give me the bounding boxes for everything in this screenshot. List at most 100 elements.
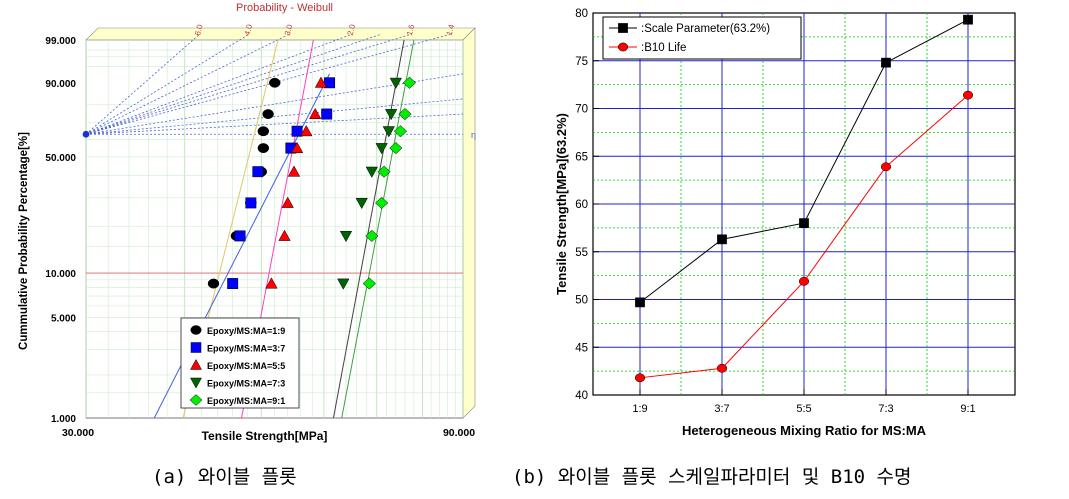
legend-marker <box>190 358 202 370</box>
y-tick-label: 50 <box>575 295 588 307</box>
data-point <box>402 76 417 89</box>
series-2 <box>227 77 335 290</box>
data-point <box>300 124 313 137</box>
data-point <box>389 77 402 89</box>
y-tick-label: 60 <box>575 199 588 211</box>
legend-marker <box>190 342 202 353</box>
top-scale-label: 1.4 <box>445 23 457 37</box>
data-point <box>634 373 646 383</box>
data-point <box>291 125 303 137</box>
y-tick-label: 45 <box>575 342 588 354</box>
x-tick-label: 5:5 <box>796 403 811 415</box>
series-3 <box>265 76 328 289</box>
y-axis-label: Cummulative Probability Percentage[%] <box>18 132 30 350</box>
x-tick-label: 1:9 <box>632 403 647 415</box>
top-scale-label: 4.0 <box>243 23 255 37</box>
data-point <box>880 162 892 172</box>
data-point <box>269 77 281 88</box>
top-scale-label: 1.6 <box>405 23 417 37</box>
series-5 <box>362 76 417 290</box>
y-tick-label: 70 <box>575 104 588 116</box>
fit-line <box>332 39 405 419</box>
data-point <box>234 230 246 242</box>
grid <box>593 13 1015 395</box>
data-point <box>257 143 270 154</box>
shape-guide-line <box>85 33 382 135</box>
data-point <box>962 90 974 100</box>
top-scale-label: 3.0 <box>283 23 295 37</box>
data-point <box>365 166 378 178</box>
data-point <box>337 278 350 290</box>
x-axis-label: Tensile Strength[MPa] <box>202 429 328 443</box>
right-panel <box>462 27 476 419</box>
legend: :Scale Parameter(63.2%) :B10 Life <box>602 16 802 60</box>
data-point <box>635 297 645 308</box>
legend-label: :B10 Life <box>641 42 686 54</box>
legend-label: Epoxy/MS:MA=3:7 <box>207 344 285 354</box>
y-tick-label: 90.000 <box>45 79 76 90</box>
caption-b: (b) 와이블 플롯 스케일파라미터 및 B10 수명 <box>512 466 912 488</box>
data-point <box>375 143 388 155</box>
data-point <box>227 278 239 290</box>
data-point <box>321 108 333 120</box>
y-tick-label: 99.000 <box>45 36 76 47</box>
eta-label: η <box>471 130 476 140</box>
x-tick-label: 90.000 <box>443 427 475 439</box>
legend-box <box>602 16 802 60</box>
shape-guide-line <box>85 113 464 135</box>
series-1 <box>635 14 973 308</box>
data-point <box>252 166 264 178</box>
y-tick-label: 80 <box>575 8 588 20</box>
data-point <box>377 165 391 178</box>
legend-label: :Scale Parameter(63.2%) <box>641 23 770 35</box>
data-point <box>375 196 389 209</box>
y-tick-label: 1.000 <box>51 414 76 425</box>
data-point <box>393 125 408 138</box>
top-scale-label: 2.0 <box>346 23 358 37</box>
caption-a: (a) 와이블 플롯 <box>152 466 297 488</box>
legend-box <box>180 317 300 409</box>
y-tick-label: 10.000 <box>45 269 76 280</box>
y-tick-label: 75 <box>575 56 588 68</box>
y-tick-label: 5.000 <box>51 313 76 324</box>
x-axis-label: Heterogeneous Mixing Ratio for MS:MA <box>682 423 927 438</box>
x-tick-label: 9:1 <box>960 403 975 415</box>
data-point <box>398 108 412 121</box>
shape-guide-line <box>85 98 464 135</box>
data-point <box>716 363 728 373</box>
data-point <box>355 197 368 210</box>
shape-guide-line <box>85 33 452 135</box>
legend-label: Epoxy/MS:MA=5:5 <box>207 361 285 371</box>
chart-title: Probability - Weibull <box>236 2 333 14</box>
data-point <box>362 277 376 290</box>
data-point <box>881 57 891 68</box>
fit-line <box>341 39 415 419</box>
x-tick-label: 30.000 <box>62 427 94 439</box>
data-point <box>245 197 257 209</box>
y-tick-label: 65 <box>575 151 588 163</box>
shape-guide-line <box>85 33 290 135</box>
data-point <box>385 109 398 121</box>
legend-marker <box>618 23 628 33</box>
data-point <box>314 76 328 88</box>
data-point <box>339 230 353 243</box>
data-point <box>382 126 395 138</box>
data-point <box>717 234 727 245</box>
shape-guide-line <box>85 33 201 135</box>
data-point <box>365 229 379 242</box>
data-point <box>963 14 973 25</box>
data-point <box>287 165 301 177</box>
legend: Epoxy/MS:MA=1:9 Epoxy/MS:MA=3:7 Epoxy/MS:M… <box>180 317 300 409</box>
data-point <box>281 196 294 208</box>
data-point <box>257 126 270 137</box>
scale-parameter-plot: 40 45 50 55 60 65 70 75 80 1:9 3:7 5:5 7:3 9:1:Scale … <box>554 8 1016 438</box>
shape-guide-line <box>85 33 412 135</box>
legend-marker <box>617 42 629 52</box>
y-tick-label: 50.000 <box>45 153 76 164</box>
legend-label: Epoxy/MS:MA=7:3 <box>207 379 285 389</box>
data-point <box>799 218 809 228</box>
series-4 <box>337 77 402 290</box>
data-point <box>207 278 220 289</box>
legend-marker <box>190 377 202 389</box>
